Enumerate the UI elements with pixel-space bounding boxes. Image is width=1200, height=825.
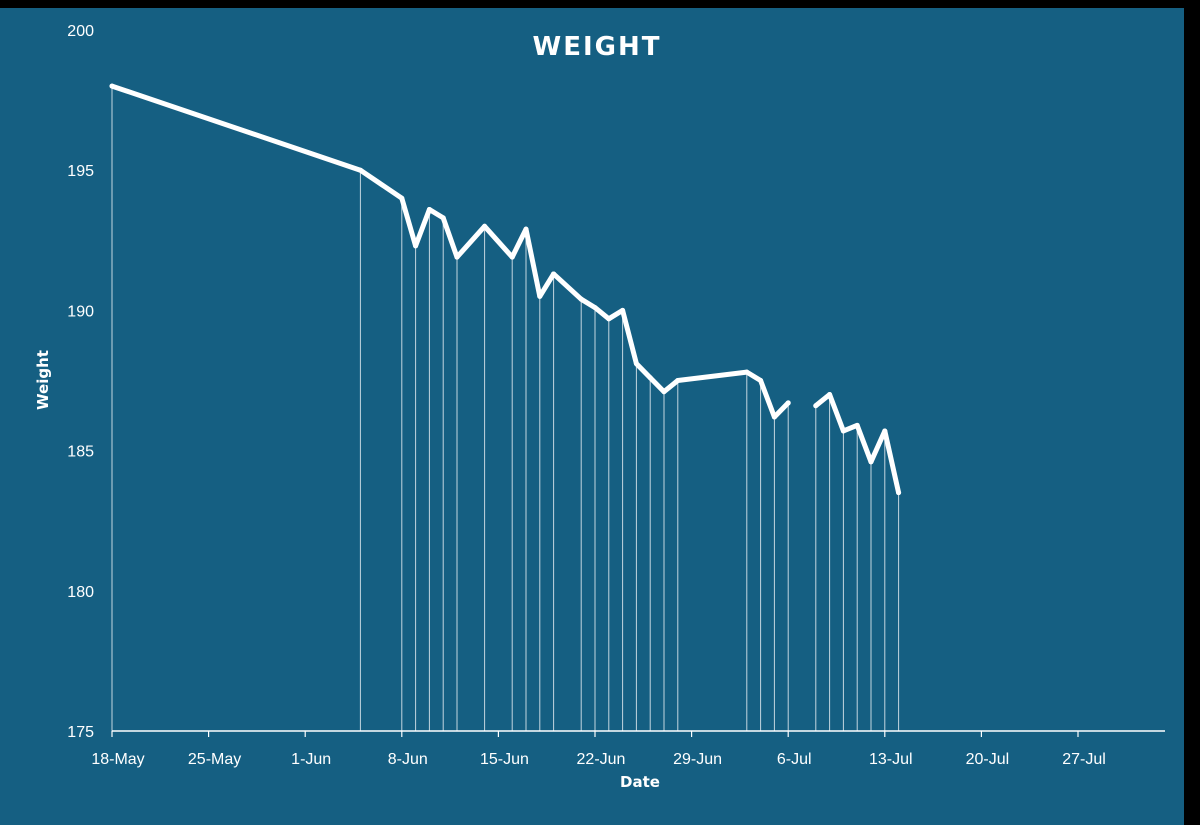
data-point	[661, 389, 667, 395]
data-point	[854, 422, 860, 428]
y-tick-label: 200	[67, 23, 94, 40]
data-point	[523, 226, 529, 232]
x-tick-label: 20-Jul	[966, 751, 1010, 768]
x-tick-label: 25-May	[188, 751, 241, 768]
x-axis: 18-May 25-May 1-Jun 8-Jun 15-Jun 22-Jun 29-Jun…	[91, 730, 1165, 768]
data-point	[606, 316, 612, 322]
data-point	[882, 428, 888, 434]
data-point	[868, 459, 874, 465]
y-tick-label: 195	[67, 163, 94, 180]
data-point	[647, 375, 653, 381]
x-tick-label: 18-May	[91, 751, 144, 768]
data-point	[840, 428, 846, 434]
data-point	[440, 215, 446, 221]
chart-panel: WEIGHT Date Weight 18-May 25-May 1-Jun 8-Ju…	[0, 8, 1184, 825]
data-point	[771, 414, 777, 420]
y-tick-label: 175	[67, 724, 94, 741]
x-axis-title: Date	[620, 773, 660, 791]
data-point	[551, 271, 557, 277]
y-tick-label: 190	[67, 303, 94, 320]
x-tick-label: 8-Jun	[388, 751, 428, 768]
y-axis-title: Weight	[34, 350, 52, 410]
y-axis: 175 180 185 190 195 200	[67, 23, 94, 741]
weight-line-chart: WEIGHT Date Weight 18-May 25-May 1-Jun 8-Ju…	[34, 23, 1165, 791]
data-point	[633, 361, 639, 367]
data-point	[620, 307, 626, 313]
weight-series	[109, 83, 902, 496]
data-point	[413, 243, 419, 249]
data-point	[785, 400, 791, 406]
data-point	[509, 254, 515, 260]
y-tick-label: 185	[67, 444, 94, 461]
data-point	[426, 206, 432, 212]
x-tick-label: 22-Jun	[577, 751, 626, 768]
data-point	[592, 305, 598, 311]
x-tick-label: 6-Jul	[777, 751, 812, 768]
data-point	[896, 490, 902, 496]
y-tick-label: 180	[67, 584, 94, 601]
data-point	[578, 296, 584, 302]
data-point	[827, 392, 833, 398]
data-point	[109, 83, 115, 89]
data-point	[357, 167, 363, 173]
data-point	[537, 293, 543, 299]
chart-title: WEIGHT	[533, 32, 662, 62]
x-tick-label: 1-Jun	[291, 751, 331, 768]
x-tick-label: 15-Jun	[480, 751, 529, 768]
data-point	[454, 254, 460, 260]
series-line	[109, 83, 791, 420]
data-point	[758, 378, 764, 383]
x-tick-label: 27-Jul	[1062, 751, 1106, 768]
data-point	[399, 195, 405, 201]
drop-lines	[111, 86, 900, 731]
data-point	[813, 403, 819, 409]
data-point	[482, 223, 488, 229]
x-tick-label: 29-Jun	[673, 751, 722, 768]
data-point	[744, 369, 750, 375]
x-tick-label: 13-Jul	[869, 751, 913, 768]
data-point	[675, 378, 681, 383]
